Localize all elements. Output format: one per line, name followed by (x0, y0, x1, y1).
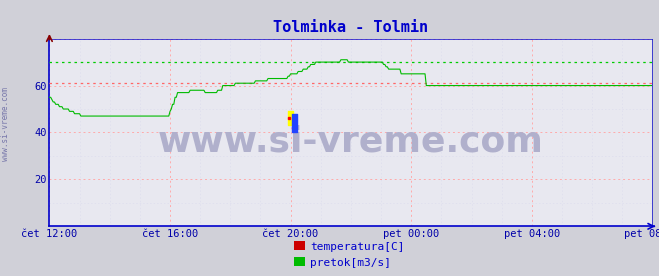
Text: www.si-vreme.com: www.si-vreme.com (158, 125, 544, 159)
Text: www.si-vreme.com: www.si-vreme.com (1, 87, 10, 161)
Legend: temperatura[C], pretok[m3/s]: temperatura[C], pretok[m3/s] (294, 241, 405, 268)
Title: Tolminka - Tolmin: Tolminka - Tolmin (273, 20, 428, 35)
